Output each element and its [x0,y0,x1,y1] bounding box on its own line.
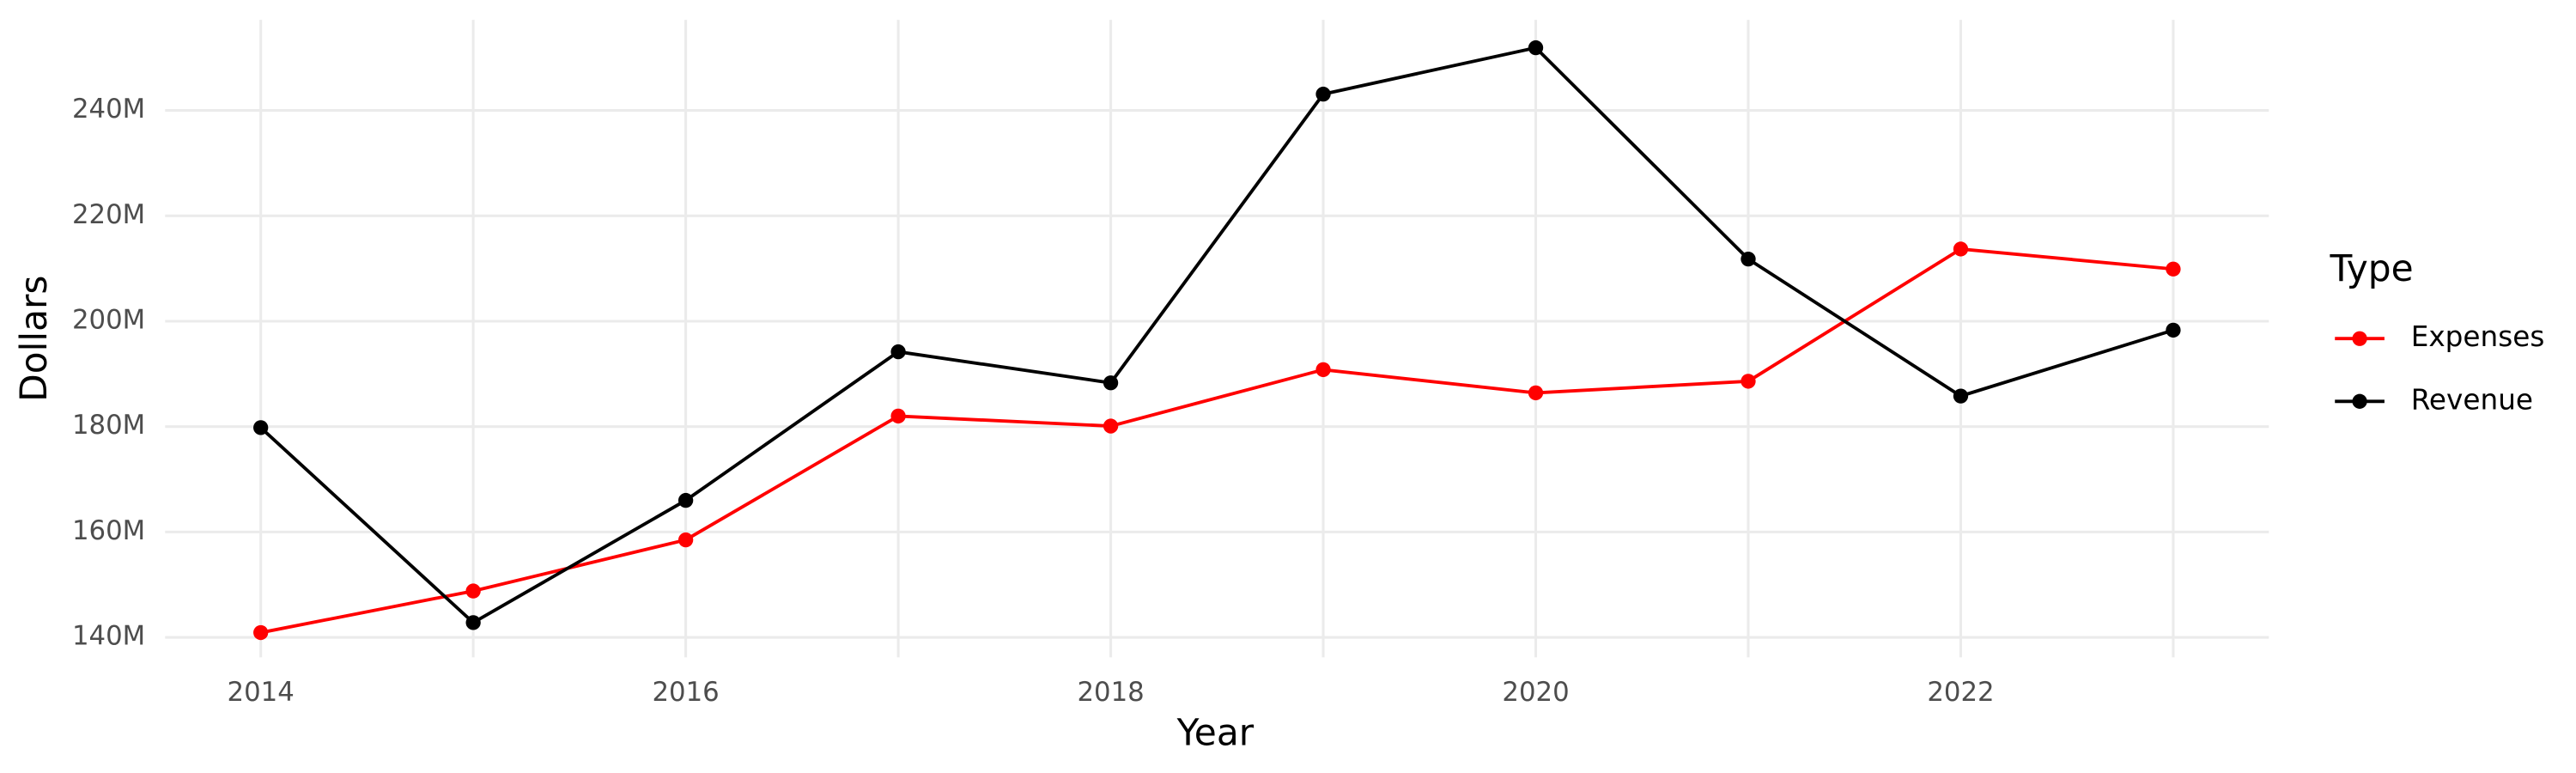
data-point [1528,40,1544,56]
data-point [677,532,694,548]
data-point [1103,418,1119,434]
y-tick-label: 240M [72,94,145,125]
x-axis-title: Year [1176,711,1255,753]
data-point [2166,322,2181,338]
data-point [890,344,906,360]
data-point [1953,241,1969,257]
data-point [1315,86,1331,102]
x-tick-label: 2018 [1077,677,1144,708]
data-point [890,408,906,424]
x-tick-label: 2016 [652,677,719,708]
data-point [253,420,269,435]
y-tick-label: 200M [72,304,145,335]
data-point [2166,261,2181,277]
data-point [465,583,481,599]
legend-title: Type [2329,247,2413,289]
y-tick-label: 180M [72,410,145,441]
x-tick-label: 2020 [1502,677,1569,708]
data-point [1953,388,1969,404]
y-tick-label: 140M [72,621,145,652]
legend-marker [2352,393,2367,409]
data-point [1103,375,1119,391]
series-line [260,247,2174,635]
data-point [465,615,481,630]
y-tick-label: 160M [72,515,145,546]
legend-label: Expenses [2411,320,2545,353]
y-tick-label: 220M [72,199,145,230]
grid [165,20,2269,658]
x-tick-label: 2022 [1927,677,1994,708]
series-line [259,46,2174,625]
legend-marker [2352,331,2367,346]
data-point [1741,251,1756,267]
y-axis-title: Dollars [13,276,55,402]
data-point [253,624,269,641]
data-point [1741,374,1756,389]
x-tick-label: 2014 [228,677,295,708]
legend-label: Revenue [2411,383,2533,416]
data-point [677,492,694,508]
data-point [1315,362,1331,378]
data-point [1528,385,1544,401]
